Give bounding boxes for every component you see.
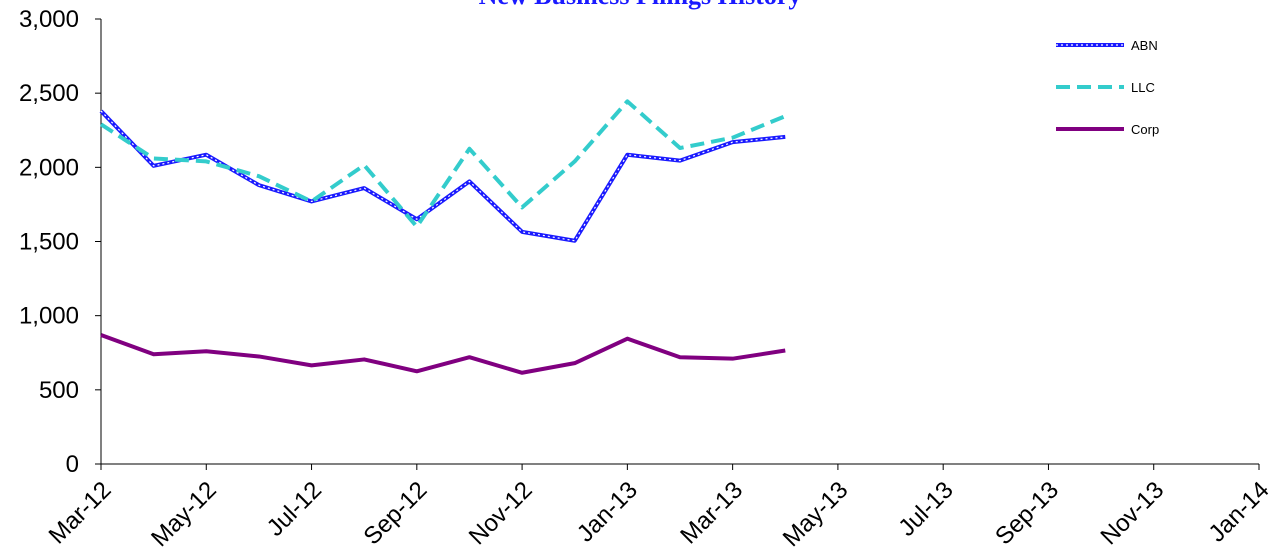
x-tick-label: Nov-12 (464, 476, 538, 550)
x-tick-label: Mar-12 (44, 476, 117, 549)
x-tick-label: Mar-13 (675, 476, 748, 549)
x-tick-label: Sep-12 (359, 476, 433, 550)
legend: ABN LLC Corp (1056, 38, 1159, 137)
legend-label-abn: ABN (1131, 38, 1158, 53)
series-line-llc (99, 99, 787, 229)
y-tick-label: 2,500 (19, 80, 79, 107)
x-tick-label: Jul-13 (893, 476, 958, 541)
y-tick-label: 3,000 (19, 6, 79, 33)
x-tick-label: Nov-13 (1095, 476, 1169, 550)
y-tick-label: 500 (39, 377, 79, 404)
legend-label-corp: Corp (1131, 122, 1159, 137)
series-line-corp (100, 333, 786, 375)
x-tick-label: May-13 (778, 476, 854, 552)
legend-label-llc: LLC (1131, 80, 1155, 95)
series-line-abn-overlay (100, 110, 786, 242)
y-tick-label: 2,000 (19, 154, 79, 181)
y-tick-label: 1,000 (19, 303, 79, 330)
x-tick-label: Jan-13 (572, 476, 643, 547)
x-tick-label: Jan-14 (1204, 476, 1270, 547)
x-tick-label: May-12 (146, 476, 222, 552)
x-tick-label: Sep-13 (990, 476, 1064, 550)
y-tick-label: 1,500 (19, 229, 79, 256)
y-tick-label: 0 (66, 451, 79, 478)
chart-title: New Business Filings History (479, 0, 802, 10)
series-line-abn (99, 109, 786, 243)
x-tick-label: Jul-12 (262, 476, 327, 541)
series-lines (99, 99, 787, 375)
